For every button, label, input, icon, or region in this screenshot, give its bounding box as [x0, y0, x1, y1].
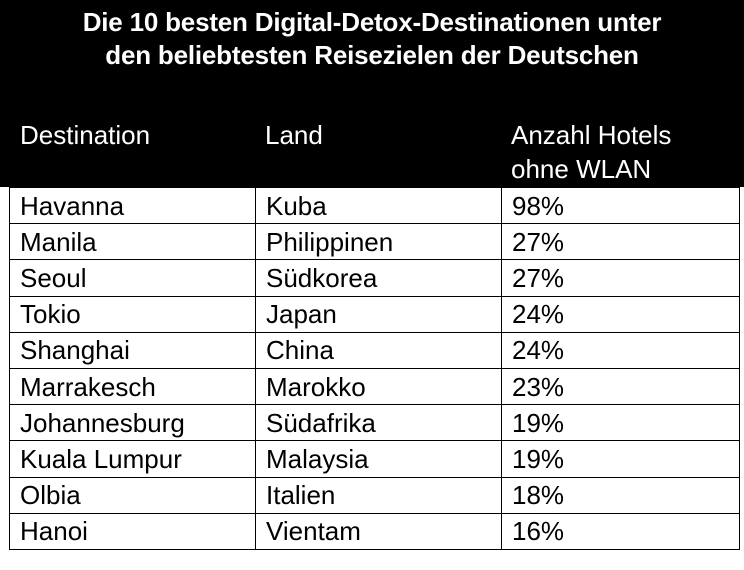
table-row: Shanghai China 24%: [9, 331, 740, 369]
cell-destination: Johannesburg: [9, 404, 256, 442]
cell-destination: Marrakesch: [9, 367, 256, 406]
column-header-destination: Destination: [20, 120, 151, 150]
table-header-block: Die 10 besten Digital-Detox-Destinatione…: [0, 0, 744, 187]
cell-destination: Olbia: [9, 476, 256, 514]
cell-hotels-without-wifi: 23%: [501, 367, 740, 406]
table-row: Olbia Italien 18%: [9, 476, 740, 514]
table-row: Kuala Lumpur Malaysia 19%: [9, 440, 740, 478]
table-row: Seoul Südkorea 27%: [9, 259, 740, 297]
cell-destination: Shanghai: [9, 331, 256, 369]
table-row: Havanna Kuba 98%: [9, 186, 740, 225]
destinations-table: Havanna Kuba 98% Manila Philippinen 27% Seoul S…: [9, 186, 740, 550]
cell-destination: Manila: [9, 223, 256, 261]
column-header-hotels-line-2: ohne WLAN: [511, 154, 652, 184]
table-row: Marrakesch Marokko 23%: [9, 367, 740, 406]
title-line-1: Die 10 besten Digital-Detox-Destinatione…: [82, 7, 662, 37]
cell-destination: Havanna: [9, 186, 256, 225]
cell-destination: Tokio: [9, 295, 256, 333]
page-title: Die 10 besten Digital-Detox-Destinatione…: [0, 6, 744, 72]
cell-land: China: [255, 331, 502, 369]
cell-destination: Seoul: [9, 259, 256, 297]
column-header-hotels-line-1: Anzahl Hotels: [511, 120, 672, 150]
cell-land: Vientam: [255, 512, 502, 550]
title-line-2: den beliebtesten Reisezielen der Deutsch…: [105, 40, 639, 70]
cell-hotels-without-wifi: 19%: [501, 404, 740, 442]
column-header-hotels: Anzahl Hotels ohne WLAN: [511, 118, 731, 186]
cell-destination: Hanoi: [9, 512, 256, 550]
cell-hotels-without-wifi: 24%: [501, 295, 740, 333]
cell-land: Marokko: [255, 367, 502, 406]
table-body: Havanna Kuba 98% Manila Philippinen 27% Seoul S…: [9, 186, 740, 550]
cell-land: Japan: [255, 295, 502, 333]
cell-hotels-without-wifi: 98%: [501, 186, 740, 225]
table-row: Johannesburg Südafrika 19%: [9, 404, 740, 442]
cell-hotels-without-wifi: 27%: [501, 223, 740, 261]
table-row: Hanoi Vientam 16%: [9, 512, 740, 550]
cell-land: Malaysia: [255, 440, 502, 478]
cell-land: Südafrika: [255, 404, 502, 442]
cell-hotels-without-wifi: 24%: [501, 331, 740, 369]
cell-hotels-without-wifi: 16%: [501, 512, 740, 550]
cell-hotels-without-wifi: 19%: [501, 440, 740, 478]
cell-land: Philippinen: [255, 223, 502, 261]
cell-land: Kuba: [255, 186, 502, 225]
cell-land: Italien: [255, 476, 502, 514]
table-row: Manila Philippinen 27%: [9, 223, 740, 261]
cell-destination: Kuala Lumpur: [9, 440, 256, 478]
column-header-land: Land: [265, 120, 323, 150]
cell-hotels-without-wifi: 27%: [501, 259, 740, 297]
cell-land: Südkorea: [255, 259, 502, 297]
cell-hotels-without-wifi: 18%: [501, 476, 740, 514]
table-row: Tokio Japan 24%: [9, 295, 740, 333]
